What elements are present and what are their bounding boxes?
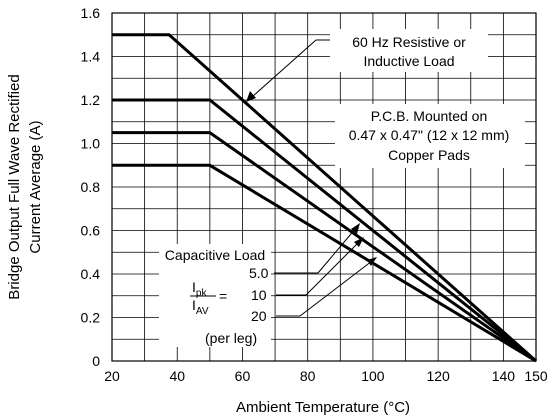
resistive-annotation-line1: 60 Hz Resistive or bbox=[352, 34, 466, 50]
annotation-leaders bbox=[251, 39, 373, 317]
x-tick-label: 120 bbox=[426, 368, 450, 384]
y-tick-label: 1.0 bbox=[81, 136, 101, 152]
per-leg-label: (per leg) bbox=[205, 330, 257, 346]
leader-10b bbox=[305, 240, 361, 296]
x-tick-label: 20 bbox=[104, 368, 120, 384]
ratio-denominator: IAV bbox=[192, 297, 209, 317]
pcb-annotation-line1: P.C.B. Mounted on bbox=[371, 108, 487, 124]
x-axis-label: Ambient Temperature (°C) bbox=[236, 399, 410, 416]
y-tick-label: 0 bbox=[92, 353, 100, 369]
ratio-value-10: 10 bbox=[251, 287, 267, 303]
x-tick-label: 60 bbox=[235, 368, 251, 384]
ratio-value-20: 20 bbox=[251, 308, 267, 324]
x-tick-label: 140 bbox=[492, 368, 516, 384]
plot-frame bbox=[111, 12, 537, 362]
y-tick-label: 1.2 bbox=[81, 92, 101, 108]
arrowhead-5 bbox=[351, 223, 360, 234]
y-tick-label: 0.6 bbox=[81, 223, 101, 239]
ratio-numerator-base: I bbox=[192, 279, 196, 295]
y-tick-label: 1.4 bbox=[81, 49, 101, 65]
x-tick-label: 100 bbox=[361, 368, 385, 384]
tick-labels: 20 40 60 80 100 120 140 150 0 0.2 0.4 0.6 0.8 1.0 1.2 1… bbox=[81, 5, 548, 384]
series-group bbox=[112, 33, 537, 363]
leader-resistive-b bbox=[251, 39, 317, 98]
series-line-3 bbox=[112, 131, 537, 363]
series-line-4 bbox=[112, 163, 537, 363]
series-line-2 bbox=[112, 98, 537, 363]
y-tick-label: 0.4 bbox=[81, 266, 101, 282]
pcb-annotation-line3: Copper Pads bbox=[388, 147, 470, 163]
pcb-annotation-line2: 0.47 x 0.47" (12 x 12 mm) bbox=[349, 127, 510, 143]
y-tick-label: 1.6 bbox=[81, 5, 101, 21]
ratio-equals: = bbox=[219, 288, 227, 304]
pcb-annotation-box bbox=[335, 104, 525, 168]
x-tick-label: 80 bbox=[300, 368, 316, 384]
ratio-value-5: 5.0 bbox=[249, 265, 269, 281]
y-tick-label: 0.8 bbox=[81, 179, 101, 195]
ratio-denominator-sub: AV bbox=[196, 306, 209, 317]
capacitive-title: Capacitive Load bbox=[165, 247, 265, 263]
arrowhead-10 bbox=[354, 237, 364, 247]
x-tick-label: 150 bbox=[524, 368, 548, 384]
ratio-numerator-sub: pk bbox=[196, 288, 208, 299]
x-tick-label: 40 bbox=[169, 368, 185, 384]
arrowhead-resistive bbox=[246, 91, 256, 102]
leader-20b bbox=[299, 260, 373, 317]
ratio-numerator: Ipk bbox=[192, 279, 207, 299]
y-axis-label-line1: Bridge Output Full Wave Rectified bbox=[6, 74, 23, 299]
resistive-annotation-line2: Inductive Load bbox=[363, 53, 454, 69]
leader-5b bbox=[317, 227, 357, 274]
arrowhead-20 bbox=[367, 257, 377, 266]
ratio-denominator-base: I bbox=[192, 297, 196, 313]
y-tick-label: 0.2 bbox=[81, 310, 101, 326]
y-axis-label-line2: Current Average (A) bbox=[27, 120, 44, 253]
series-line-1 bbox=[112, 33, 537, 363]
resistive-annotation-box bbox=[330, 29, 488, 72]
annotation-arrowheads bbox=[246, 91, 377, 266]
